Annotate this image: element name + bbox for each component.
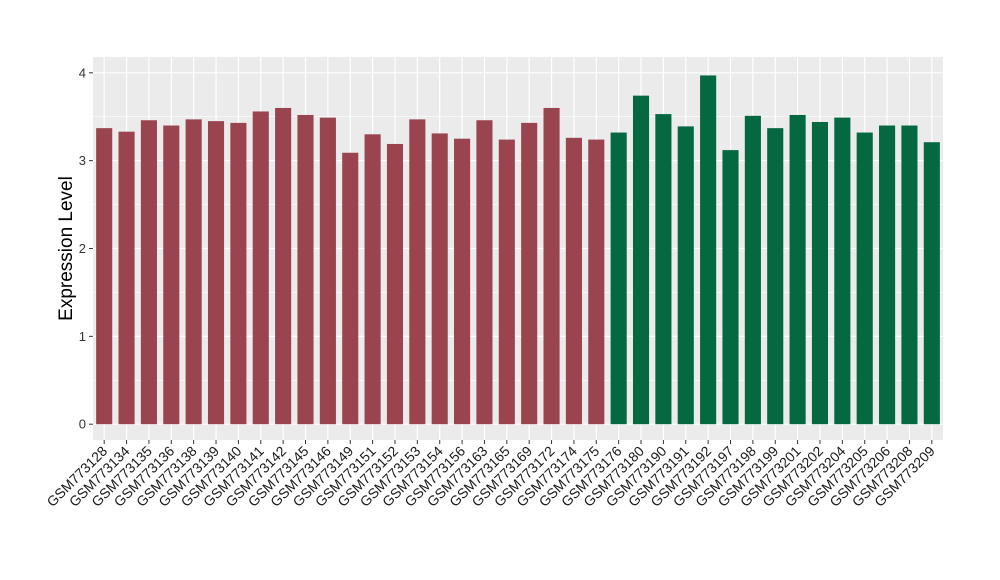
bar <box>364 134 381 425</box>
bar <box>543 107 560 425</box>
bars <box>96 75 940 425</box>
bar <box>588 139 605 425</box>
bar <box>565 137 582 425</box>
bar <box>185 119 202 425</box>
y-tick-label: 3 <box>79 153 86 168</box>
y-axis-title: Expression Level <box>56 176 77 321</box>
bar <box>744 115 761 425</box>
bar <box>879 125 896 425</box>
bar <box>700 75 717 425</box>
y-tick-label: 4 <box>79 65 86 80</box>
bar <box>342 152 359 425</box>
bar <box>163 125 180 425</box>
bar <box>498 139 515 425</box>
bar <box>319 117 336 425</box>
bar <box>96 128 113 425</box>
bar <box>386 143 404 425</box>
bar <box>655 114 672 425</box>
bar <box>856 132 873 425</box>
y-tick-label: 2 <box>79 241 86 256</box>
bar <box>207 121 225 425</box>
bar <box>722 150 739 425</box>
bar <box>252 111 269 425</box>
bar <box>118 131 135 425</box>
bar <box>275 107 292 425</box>
y-axis: 0 1 2 3 4 <box>79 65 93 432</box>
bar <box>409 119 426 425</box>
bar <box>677 126 694 425</box>
bar <box>140 120 157 425</box>
x-axis: GSM773128GSM773134GSM773135GSM773136GSM7… <box>43 440 938 510</box>
y-tick-label: 1 <box>79 329 86 344</box>
bar <box>923 142 940 425</box>
bar <box>476 120 493 425</box>
bar <box>811 122 829 425</box>
y-tick-label: 0 <box>79 417 86 432</box>
bar <box>610 132 627 425</box>
bar <box>431 133 448 425</box>
bar <box>521 122 538 425</box>
bar <box>767 128 784 425</box>
bar <box>789 114 806 425</box>
bar <box>901 125 918 425</box>
bar <box>297 114 314 425</box>
bar <box>632 95 650 425</box>
bar <box>834 117 851 425</box>
bar <box>454 138 471 425</box>
bar <box>230 122 247 425</box>
